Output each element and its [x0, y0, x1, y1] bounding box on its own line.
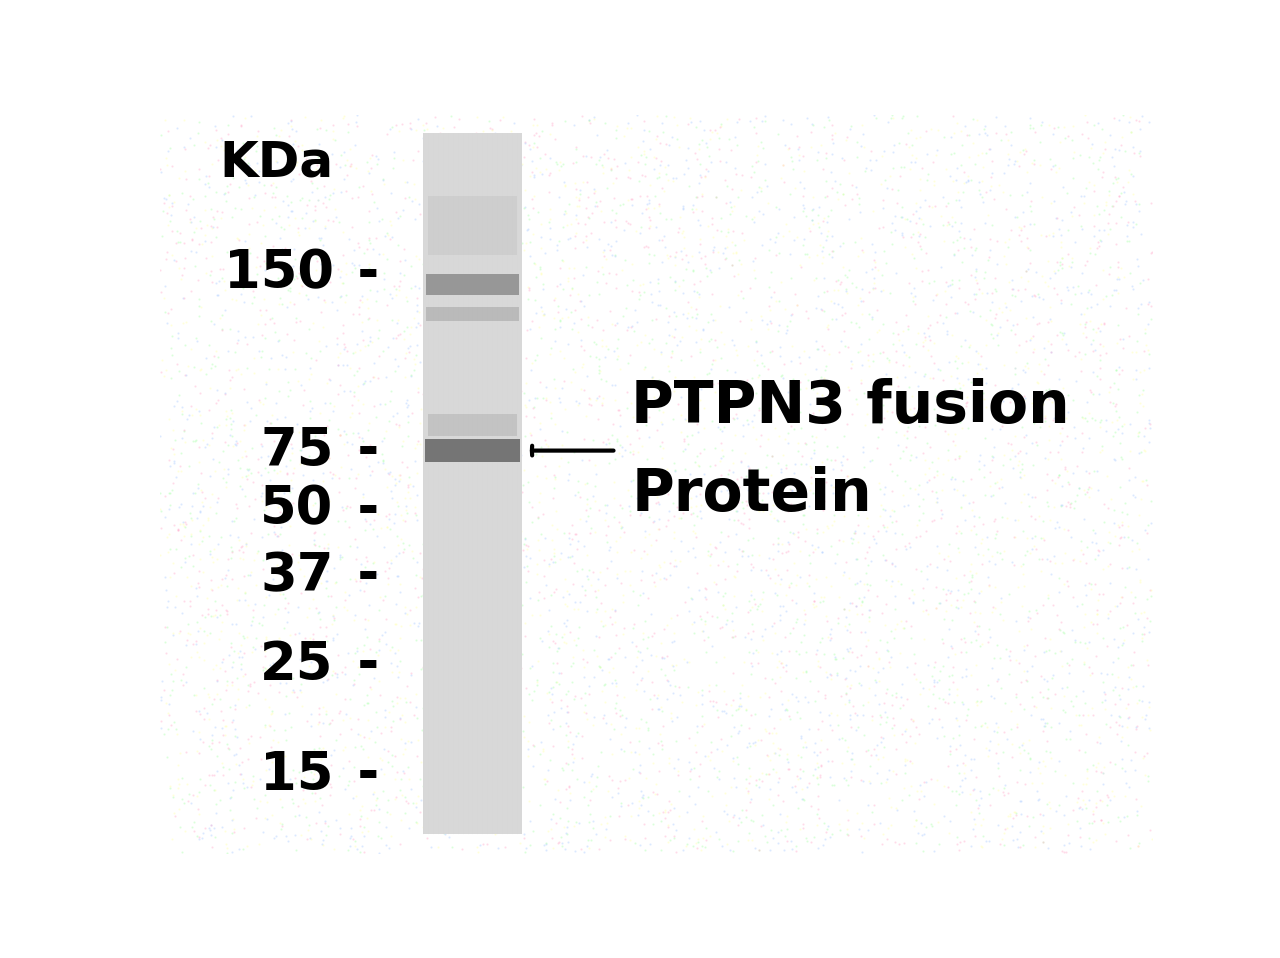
Text: 150: 150: [224, 247, 334, 300]
Text: 15: 15: [260, 749, 334, 801]
Bar: [425, 439, 520, 463]
Text: Protein: Protein: [631, 467, 872, 523]
Bar: [428, 414, 517, 436]
Text: PTPN3 fusion: PTPN3 fusion: [631, 377, 1070, 435]
Text: 50: 50: [260, 484, 334, 536]
Bar: [426, 308, 520, 321]
Text: -: -: [338, 550, 379, 602]
Text: -: -: [338, 247, 379, 300]
Text: KDa: KDa: [220, 139, 334, 187]
Text: -: -: [338, 639, 379, 691]
Text: -: -: [338, 484, 379, 536]
Bar: [426, 274, 520, 295]
Text: -: -: [338, 749, 379, 801]
Text: -: -: [338, 424, 379, 476]
Bar: [428, 196, 517, 255]
Bar: [422, 133, 522, 834]
Text: 75: 75: [260, 424, 334, 476]
Text: 25: 25: [260, 639, 334, 691]
Text: 37: 37: [260, 550, 334, 602]
